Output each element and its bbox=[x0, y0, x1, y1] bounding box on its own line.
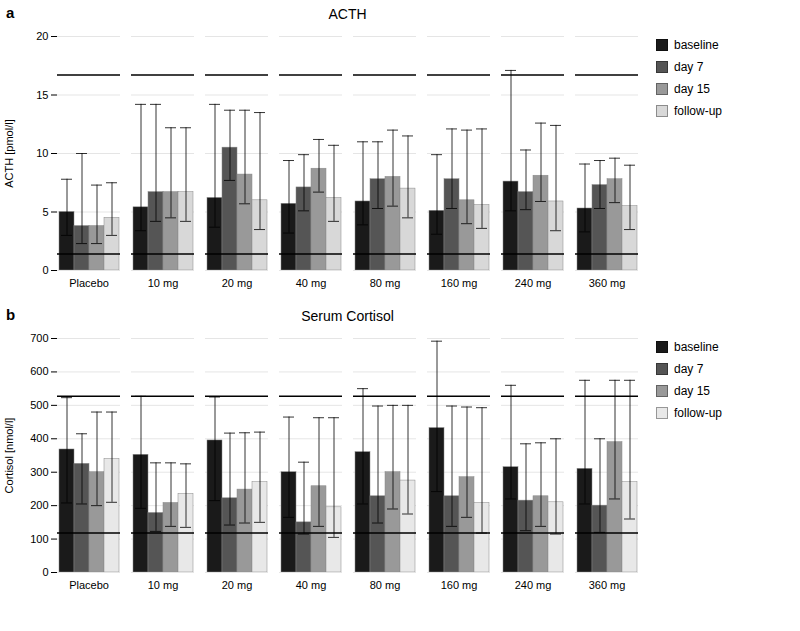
svg-text:ACTH [pmol/l]: ACTH [pmol/l] bbox=[3, 119, 15, 187]
svg-text:Cortisol [nmol/l]: Cortisol [nmol/l] bbox=[3, 418, 15, 494]
html-text:day 7: day 7 bbox=[674, 60, 704, 74]
svg-text:200: 200 bbox=[30, 499, 48, 511]
svg-text:Placebo: Placebo bbox=[69, 579, 109, 591]
svg-text:300: 300 bbox=[30, 466, 48, 478]
html-text:day 7: day 7 bbox=[674, 362, 704, 376]
svg-text:240 mg: 240 mg bbox=[515, 579, 552, 591]
html-text:a: a bbox=[6, 4, 15, 21]
svg-text:15: 15 bbox=[36, 89, 48, 101]
html-text:baseline: baseline bbox=[674, 340, 719, 354]
svg-text:20 mg: 20 mg bbox=[222, 277, 253, 289]
svg-text:40 mg: 40 mg bbox=[296, 277, 327, 289]
svg-text:360 mg: 360 mg bbox=[589, 579, 626, 591]
svg-text:360 mg: 360 mg bbox=[589, 277, 626, 289]
html-text:follow-up: follow-up bbox=[674, 104, 722, 118]
html-text:baseline: baseline bbox=[674, 38, 719, 52]
svg-text:0: 0 bbox=[42, 264, 48, 276]
svg-text:400: 400 bbox=[30, 432, 48, 444]
svg-text:600: 600 bbox=[30, 365, 48, 377]
svg-text:10 mg: 10 mg bbox=[148, 277, 179, 289]
html-text:b: b bbox=[6, 306, 16, 323]
svg-text:160 mg: 160 mg bbox=[441, 579, 478, 591]
svg-text:10: 10 bbox=[36, 147, 48, 159]
svg-text:20: 20 bbox=[36, 30, 48, 42]
html-text:day 15: day 15 bbox=[674, 384, 710, 398]
svg-text:700: 700 bbox=[30, 332, 48, 344]
svg-text:80 mg: 80 mg bbox=[370, 277, 401, 289]
html-text:ACTH: ACTH bbox=[328, 6, 367, 22]
svg-text:160 mg: 160 mg bbox=[441, 277, 478, 289]
html-text:follow-up: follow-up bbox=[674, 406, 722, 420]
html-text:day 15: day 15 bbox=[674, 82, 710, 96]
svg-text:5: 5 bbox=[42, 206, 48, 218]
svg-text:Placebo: Placebo bbox=[69, 277, 109, 289]
svg-text:500: 500 bbox=[30, 399, 48, 411]
svg-text:100: 100 bbox=[30, 533, 48, 545]
svg-text:40 mg: 40 mg bbox=[296, 579, 327, 591]
svg-text:20 mg: 20 mg bbox=[222, 579, 253, 591]
svg-text:0: 0 bbox=[42, 566, 48, 578]
svg-text:10 mg: 10 mg bbox=[148, 579, 179, 591]
svg-text:240 mg: 240 mg bbox=[515, 277, 552, 289]
svg-text:80 mg: 80 mg bbox=[370, 579, 401, 591]
html-text:Serum Cortisol: Serum Cortisol bbox=[301, 308, 394, 324]
